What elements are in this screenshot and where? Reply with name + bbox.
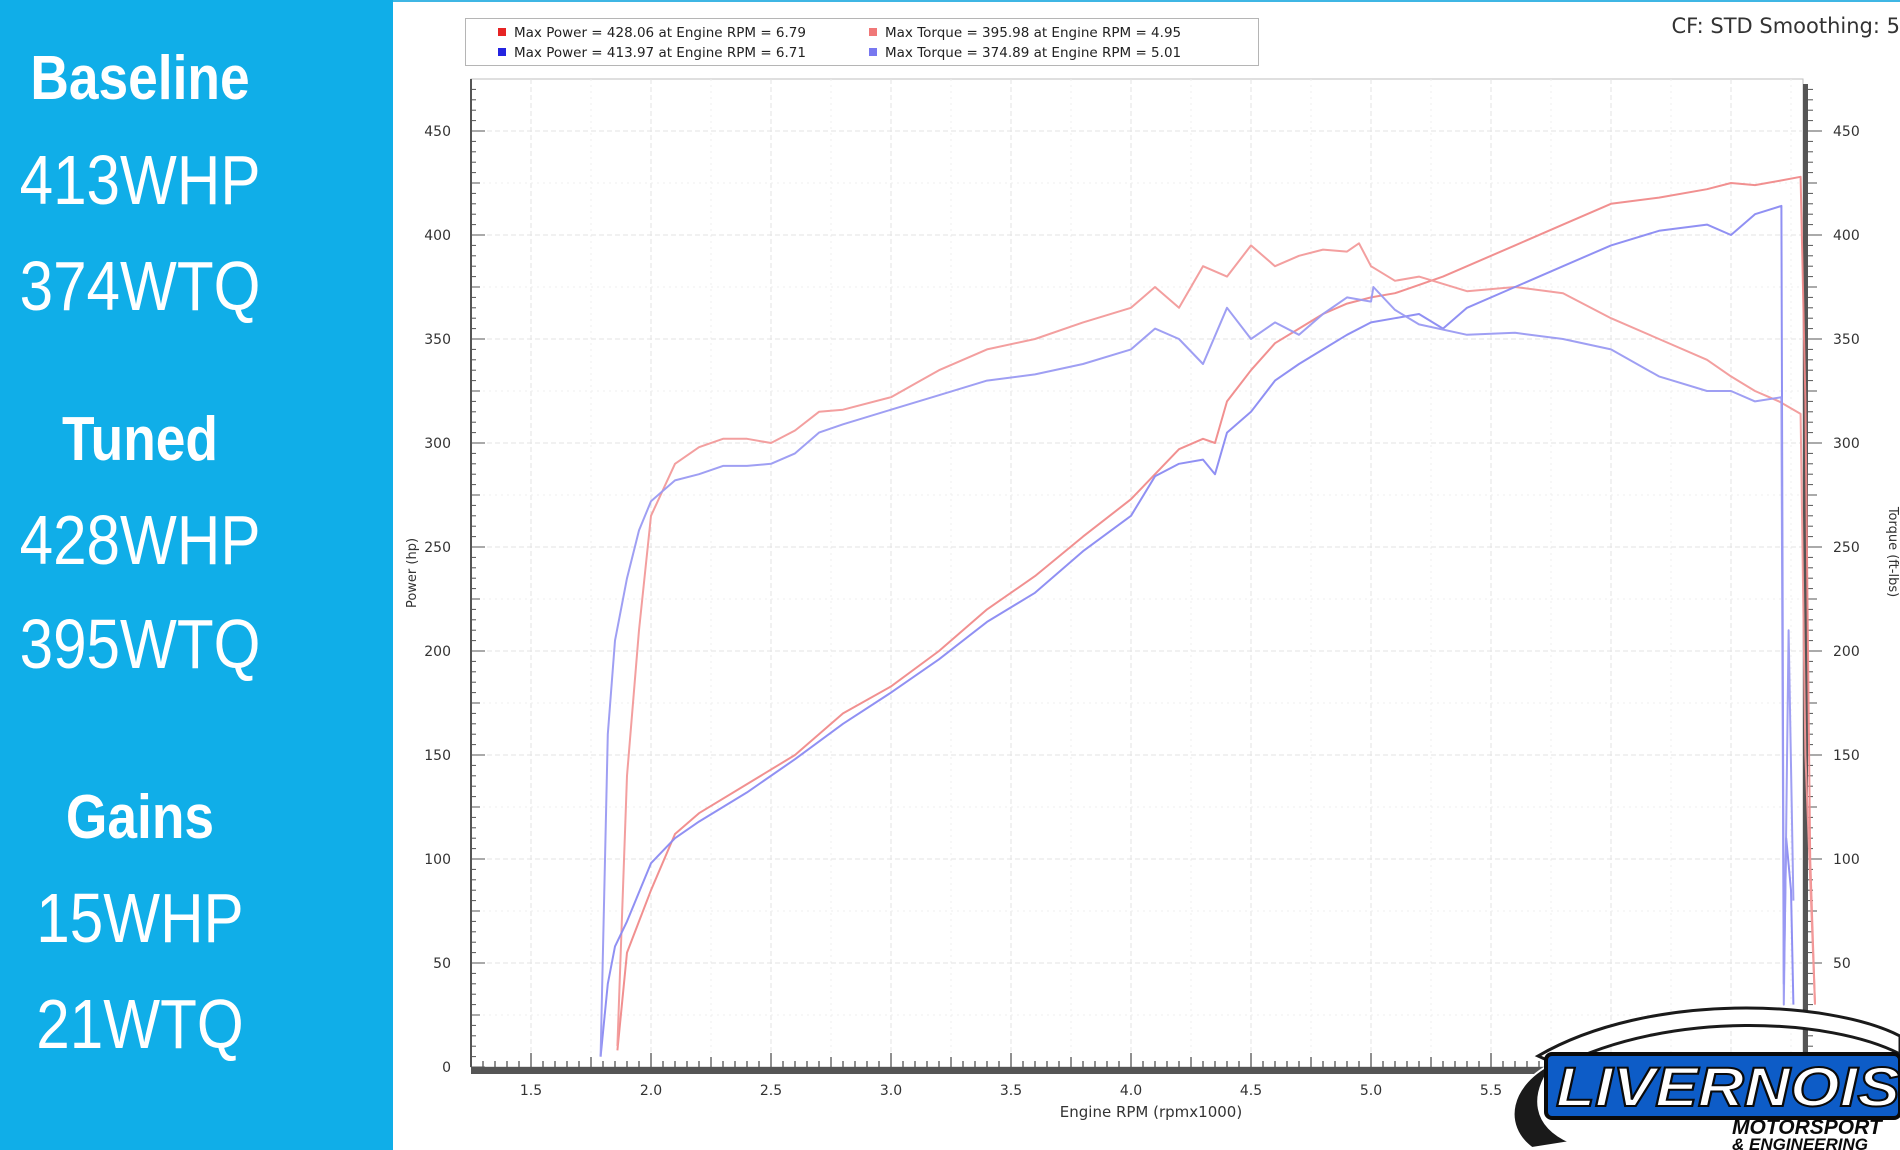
y-tick-label: 150	[424, 748, 451, 764]
y-tick-label: 200	[424, 644, 451, 660]
y-tick-label: 400	[424, 228, 451, 244]
series-lines	[599, 175, 1816, 1057]
x-tick-label: 5.5	[1480, 1083, 1502, 1099]
legend-entry: Max Torque = 374.89 at Engine RPM = 5.01	[869, 45, 1181, 61]
y2-axis-bar	[1803, 84, 1808, 1074]
y2-axis-label: Torque (ft-lbs)	[1885, 506, 1900, 597]
tuned-title: Tuned	[62, 405, 218, 474]
gains-tq: 21WTQ	[36, 985, 244, 1063]
y-axis-label: Power (hp)	[405, 538, 420, 608]
legend-swatch	[869, 28, 877, 36]
gains-title: Gains	[65, 783, 215, 852]
series-line-baseline-torque	[599, 286, 1795, 1057]
y2-tick-label: 250	[1833, 540, 1860, 556]
baseline-hp: 413WHP	[19, 141, 261, 219]
legend-label: Max Power = 428.06 at Engine RPM = 6.79	[514, 25, 806, 41]
gains-hp: 15WHP	[36, 879, 244, 957]
x-axis-bar	[471, 1067, 1803, 1074]
livernois-logo: LIVERNOIS MOTORSPORT & ENGINEERING	[1512, 1006, 1900, 1150]
y-tick-label: 450	[424, 124, 451, 140]
dyno-chart: 1.52.02.53.03.54.04.55.05.56.00501001502…	[405, 78, 1900, 1121]
legend-label: Max Torque = 395.98 at Engine RPM = 4.95	[885, 25, 1182, 41]
tuned-hp: 428WHP	[19, 501, 261, 579]
y-tick-label: 100	[424, 852, 451, 868]
series-line-tuned-power	[616, 175, 1816, 1051]
y2-tick-label: 200	[1833, 644, 1860, 660]
x-tick-label: 1.5	[520, 1083, 542, 1099]
sidebar-panel: Baseline 413WHP 374WTQ Tuned 428WHP 395W…	[0, 0, 393, 1150]
baseline-title: Baseline	[30, 44, 250, 113]
y-tick-label: 300	[424, 436, 451, 452]
series-line-tuned-torque	[616, 242, 1816, 1047]
tuned-tq: 395WTQ	[19, 605, 261, 683]
correction-factor-label: CF: STD Smoothing: 5	[1671, 14, 1900, 38]
y-tick-label: 50	[433, 956, 451, 972]
x-tick-label: 3.5	[1000, 1083, 1022, 1099]
plot-area	[470, 78, 1804, 1068]
x-tick-label: 2.0	[640, 1083, 662, 1099]
legend-label: Max Torque = 374.89 at Engine RPM = 5.01	[885, 45, 1182, 61]
legend-entry: Max Torque = 395.98 at Engine RPM = 4.95	[869, 25, 1181, 41]
x-axis-label: Engine RPM (rpmx1000)	[1060, 1103, 1242, 1121]
y2-tick-label: 150	[1833, 748, 1860, 764]
logo-text-sub2: & ENGINEERING	[1732, 1135, 1868, 1150]
logo-text-main: LIVERNOIS	[1556, 1055, 1900, 1118]
legend-swatch	[869, 48, 877, 56]
axes: 1.52.02.53.03.54.04.55.05.56.00501001502…	[424, 79, 1860, 1099]
chart-legend: Max Power = 428.06 at Engine RPM = 6.79 …	[465, 18, 1259, 66]
y2-tick-label: 50	[1833, 956, 1851, 972]
legend-swatch	[498, 28, 506, 36]
y2-tick-label: 400	[1833, 228, 1860, 244]
y-tick-label: 350	[424, 332, 451, 348]
x-tick-label: 4.0	[1120, 1083, 1142, 1099]
legend-entry: Max Power = 413.97 at Engine RPM = 6.71	[498, 45, 806, 61]
y-tick-label: 250	[424, 540, 451, 556]
x-tick-label: 3.0	[880, 1083, 902, 1099]
x-tick-label: 2.5	[760, 1083, 782, 1099]
y2-tick-label: 100	[1833, 852, 1860, 868]
top-border	[393, 0, 1900, 2]
logo-text-sub1: MOTORSPORT	[1732, 1116, 1884, 1139]
x-tick-label: 5.0	[1360, 1083, 1382, 1099]
y2-tick-label: 300	[1833, 436, 1860, 452]
x-tick-label: 4.5	[1240, 1083, 1262, 1099]
legend-swatch	[498, 48, 506, 56]
y2-tick-label: 450	[1833, 124, 1860, 140]
y2-tick-label: 350	[1833, 332, 1860, 348]
baseline-tq: 374WTQ	[19, 247, 261, 325]
legend-label: Max Power = 413.97 at Engine RPM = 6.71	[514, 45, 806, 61]
series-line-baseline-power	[599, 204, 1795, 1057]
y-tick-label: 0	[442, 1060, 451, 1076]
legend-entry: Max Power = 428.06 at Engine RPM = 6.79	[498, 25, 806, 41]
